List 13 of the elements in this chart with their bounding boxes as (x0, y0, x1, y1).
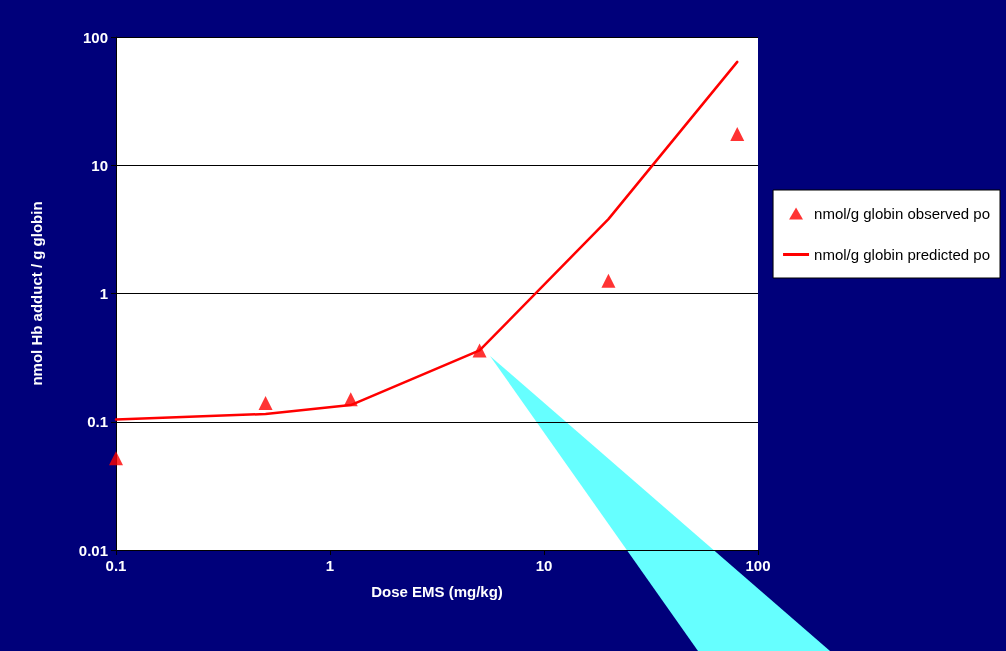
y-tick-label: 0.01 (78, 541, 108, 559)
legend-label: nmol/g globin predicted po (814, 246, 990, 263)
x-axis-title: Dose EMS (mg/kg) (371, 583, 503, 600)
x-tick-label: 0.1 (105, 557, 127, 574)
y-tick-label: 1 (99, 285, 108, 302)
y-tick-label: 0.1 (87, 413, 108, 431)
x-tick-label: 10 (535, 557, 553, 574)
x-tick-label: 1 (325, 557, 335, 574)
y-axis-title: nmol Hb adduct / g globin (28, 201, 45, 386)
y-tick-label: 100 (82, 28, 108, 46)
legend-label: nmol/g globin observed po (814, 205, 990, 222)
y-tick-label: 10 (91, 156, 108, 174)
x-tick-label: 100 (745, 557, 771, 574)
